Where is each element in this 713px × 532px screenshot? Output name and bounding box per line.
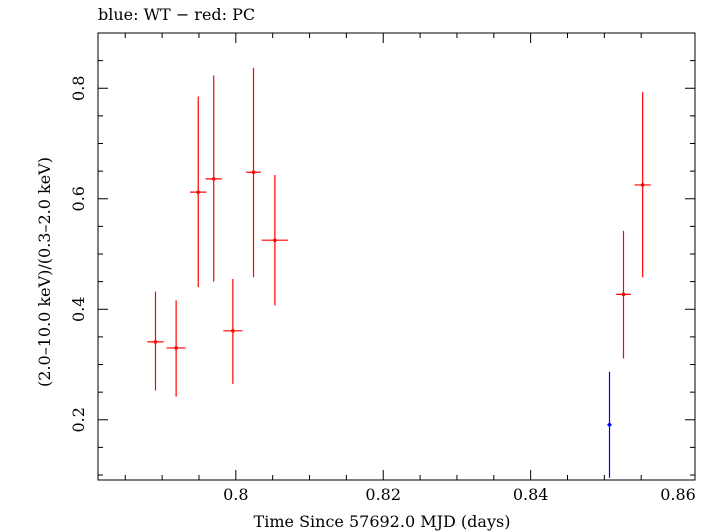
data-point — [223, 278, 243, 384]
axis-ticks: 0.8 0.82 0.84 0.86 0.2 0.4 0.6 0.8 — [69, 32, 696, 504]
data-point — [607, 371, 612, 478]
point-marker — [607, 422, 612, 427]
data-point — [205, 75, 222, 282]
point-marker — [211, 177, 216, 181]
point-marker — [174, 346, 178, 350]
data-point — [616, 230, 631, 359]
point-marker — [153, 340, 158, 344]
data-point — [190, 96, 207, 288]
point-marker — [196, 190, 201, 194]
x-tick-label: 0.84 — [513, 485, 549, 504]
point-marker — [621, 292, 626, 297]
point-marker — [231, 329, 235, 333]
x-tick-label: 0.86 — [660, 485, 696, 504]
data-point — [246, 67, 261, 278]
chart-title: blue: WT − red: PC — [98, 5, 256, 24]
point-marker — [640, 183, 645, 187]
data-point — [147, 291, 164, 391]
x-tick-label: 0.82 — [365, 485, 401, 504]
y-axis-label: (2.0–10.0 keV)/(0.3–2.0 keV) — [35, 157, 54, 387]
point-marker — [273, 238, 277, 243]
x-axis-label: Time Since 57692.0 MJD (days) — [254, 512, 511, 531]
y-tick-label: 0.4 — [69, 297, 88, 322]
x-tick-label: 0.8 — [223, 485, 248, 504]
data-points — [147, 67, 651, 478]
data-point — [166, 300, 186, 397]
plot-frame — [97, 32, 696, 481]
data-point — [261, 175, 289, 306]
y-tick-label: 0.8 — [69, 76, 88, 101]
data-point — [634, 92, 651, 278]
y-tick-label: 0.2 — [69, 407, 88, 432]
point-marker — [251, 170, 256, 175]
y-tick-label: 0.6 — [69, 186, 88, 211]
